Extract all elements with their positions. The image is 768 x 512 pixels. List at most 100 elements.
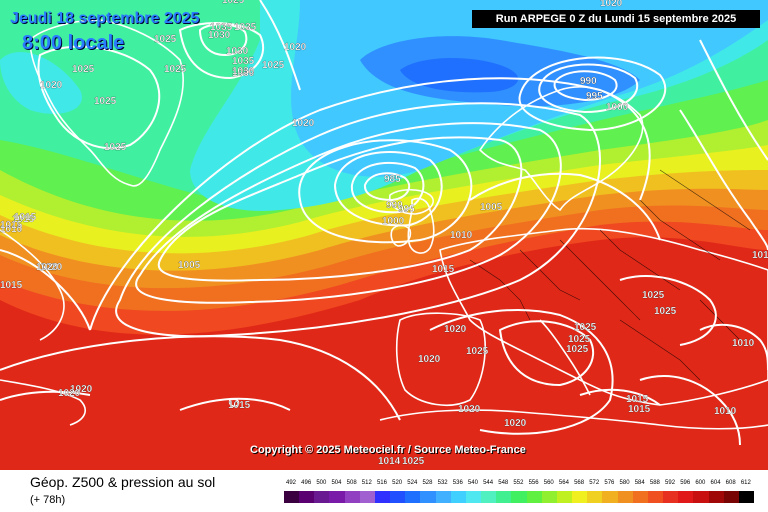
pressure-label: 1020: [444, 324, 467, 335]
scale-label: 580: [619, 480, 630, 486]
scale-label: 588: [649, 480, 660, 486]
scale-label: 612: [740, 480, 751, 486]
coastline-scandinavia: [479, 86, 644, 211]
coastline-canada: [0, 229, 65, 341]
scale-cell: [420, 491, 437, 503]
isobar-low-scand-995: [538, 63, 638, 113]
forecast-time: 8:00 locale: [22, 32, 125, 54]
scale-cell: [435, 491, 452, 503]
scale-cell: [481, 491, 497, 503]
forecast-date: Jeudi 18 septembre 2025: [10, 10, 200, 27]
scale-cell: [284, 491, 300, 503]
isobar-far-east-2: [679, 109, 768, 251]
coastline-newfoundland: [0, 379, 86, 426]
pressure-label: 1030: [232, 68, 255, 79]
isobar-low-1000: [298, 139, 473, 244]
scale-label: 564: [558, 480, 569, 486]
isobar-east-1025: [619, 275, 717, 346]
pressure-label: 1025: [154, 34, 177, 45]
scale-cell: [693, 491, 709, 503]
scale-cell: [405, 491, 421, 503]
isobar-far-east: [699, 39, 768, 161]
border-2: [519, 249, 581, 301]
scale-label: 552: [513, 480, 524, 486]
scale-cell: [511, 491, 528, 503]
scale-cell: [359, 491, 376, 503]
isobar-azores-1015: [179, 397, 291, 411]
isobar-greenland-1025: [37, 45, 161, 150]
pressure-label: 1010: [714, 406, 737, 417]
scale-cell: [496, 491, 512, 503]
scale-cell: [450, 491, 467, 503]
pressure-label: 1025: [642, 290, 665, 301]
pressure-label: 1025: [262, 60, 285, 71]
pressure-label: 1020: [600, 0, 623, 9]
border-3: [559, 239, 641, 321]
scale-cell: [647, 491, 664, 503]
pressure-label: 1015: [628, 404, 651, 415]
scale-label: 504: [331, 480, 342, 486]
isobar-azores-1020: [0, 335, 401, 421]
scale-cell: [602, 491, 619, 503]
border-7: [619, 319, 701, 381]
pressure-label: 985: [384, 174, 401, 185]
pressure-label: 1015: [0, 280, 23, 291]
scale-label: 576: [604, 480, 615, 486]
scale-label: 512: [361, 480, 372, 486]
border-6: [659, 169, 751, 231]
scale-label: 596: [680, 480, 691, 486]
pressure-label: 1020: [70, 384, 93, 395]
pressure-label: 1014: [378, 456, 401, 467]
scale-label: 604: [710, 480, 721, 486]
isobar-east-1015: [579, 388, 661, 406]
pressure-label: 1025: [402, 456, 425, 467]
pressure-label: 1025: [654, 306, 677, 317]
pressure-label: 1025: [222, 0, 245, 6]
border-5: [639, 199, 721, 261]
pressure-label: 1025: [568, 334, 591, 345]
pressure-labels: 1025 1035 1035 1030 1030 1025 1030 1035 …: [0, 0, 768, 467]
scale-label: 584: [634, 480, 645, 486]
isobar-1010: [135, 122, 562, 304]
scale-label: 540: [467, 480, 478, 486]
legend-subtitle: (+ 78h): [30, 494, 66, 506]
pressure-label: 1015: [12, 214, 35, 225]
pressure-label: 1000: [382, 216, 405, 227]
scale-label: 536: [452, 480, 463, 486]
pressure-label: 1010: [0, 224, 23, 235]
border-4: [599, 229, 681, 291]
pressure-label: 1030: [226, 46, 249, 57]
pressure-label: 1020: [292, 118, 315, 129]
coastline-iberia: [395, 312, 486, 406]
isobar-europe-1020: [429, 309, 614, 435]
scale-label: 528: [422, 480, 433, 486]
coastline-britain: [407, 197, 435, 254]
scale-label: 592: [665, 480, 676, 486]
scale-cell: [587, 491, 603, 503]
scale-label: 560: [543, 480, 554, 486]
weather-map: 1025 1035 1035 1030 1030 1025 1030 1035 …: [0, 0, 768, 470]
scale-cell: [572, 491, 588, 503]
coastline-iceland: [389, 188, 434, 215]
scale-cell: [374, 491, 391, 503]
coastline-italy: [539, 319, 591, 396]
scale-label: 492: [286, 480, 297, 486]
pressure-label: 990: [386, 200, 403, 211]
pressure-label: 1020: [284, 42, 307, 53]
scale-label: 568: [574, 480, 585, 486]
scale-cell: [526, 491, 543, 503]
scale-cell: [390, 491, 406, 503]
isobar-north-1025: [259, 0, 301, 91]
pressure-label: 1015: [14, 212, 37, 223]
coastline-europe: [439, 227, 768, 406]
run-info: Run ARPEGE 0 Z du Lundi 15 septembre 202…: [472, 10, 760, 28]
isobar-east-1010-b: [639, 375, 741, 446]
pressure-label: 1030: [232, 66, 255, 77]
pressure-label: 1025: [574, 322, 597, 333]
isobar-greenland-1030: [179, 22, 265, 79]
isobar-1000-scand: [518, 56, 667, 131]
pressure-label: 1010: [450, 230, 473, 241]
scale-cell: [708, 491, 725, 503]
scale-cell: [556, 491, 573, 503]
pressure-label: 1005: [178, 260, 201, 271]
